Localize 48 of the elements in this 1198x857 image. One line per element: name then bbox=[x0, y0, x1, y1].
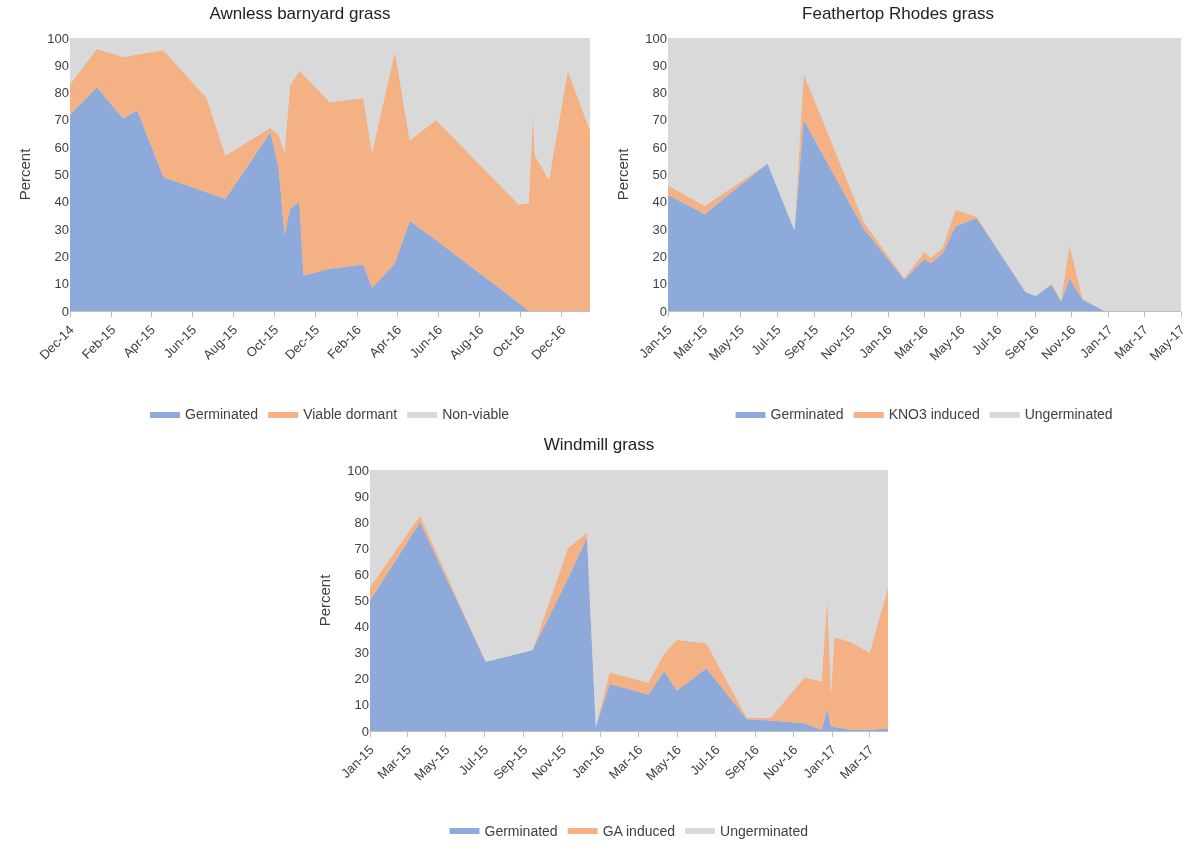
y-tick-label: 40 bbox=[354, 619, 369, 635]
legend-label: Germinated bbox=[185, 406, 259, 423]
y-tick-label: 50 bbox=[54, 167, 69, 183]
y-tick-label: 60 bbox=[354, 566, 369, 582]
y-tick-label: 80 bbox=[652, 85, 667, 101]
y-tick-label: 10 bbox=[652, 276, 667, 292]
y-tick-label: 80 bbox=[54, 85, 69, 101]
y-tick-label: 30 bbox=[354, 645, 369, 661]
y-axis-title: Percent bbox=[316, 573, 333, 627]
chart-title: Feathertop Rhodes grass bbox=[802, 3, 994, 23]
y-tick-label: 20 bbox=[54, 248, 69, 264]
legend-label: Non-viable bbox=[442, 406, 510, 423]
y-tick-label: 60 bbox=[54, 139, 69, 155]
y-tick-label: 80 bbox=[354, 514, 369, 530]
legend-label: Germinated bbox=[770, 406, 844, 423]
y-tick-label: 100 bbox=[47, 30, 69, 46]
y-tick-label: 100 bbox=[347, 462, 369, 478]
y-tick-label: 50 bbox=[354, 593, 369, 609]
y-tick-label: 70 bbox=[354, 540, 369, 556]
y-tick-label: 0 bbox=[361, 723, 369, 739]
y-tick-label: 20 bbox=[652, 248, 667, 264]
y-tick-label: 90 bbox=[54, 57, 69, 73]
y-axis-title: Percent bbox=[16, 147, 33, 201]
legend-label: KNO3 induced bbox=[888, 406, 980, 423]
y-tick-label: 40 bbox=[54, 194, 69, 210]
y-tick-label: 100 bbox=[645, 30, 667, 46]
legend-label: Viable dormant bbox=[303, 406, 398, 423]
y-tick-label: 90 bbox=[354, 488, 369, 504]
y-tick-label: 20 bbox=[354, 671, 369, 687]
y-tick-label: 30 bbox=[54, 221, 69, 237]
y-tick-label: 90 bbox=[652, 57, 667, 73]
y-tick-label: 70 bbox=[652, 112, 667, 128]
y-tick-label: 0 bbox=[61, 303, 69, 319]
y-tick-label: 70 bbox=[54, 112, 69, 128]
y-axis-title: Percent bbox=[614, 147, 631, 201]
legend-label: Ungerminated bbox=[720, 822, 808, 839]
y-tick-label: 10 bbox=[54, 276, 69, 292]
y-tick-label: 40 bbox=[652, 194, 667, 210]
y-tick-label: 0 bbox=[659, 303, 667, 319]
chart-title: Windmill grass bbox=[543, 435, 655, 455]
legend-label: GA induced bbox=[602, 822, 676, 839]
legend-label: Ungerminated bbox=[1024, 406, 1113, 423]
y-tick-label: 50 bbox=[652, 167, 667, 183]
legend-label: Germinated bbox=[484, 822, 558, 839]
y-tick-label: 60 bbox=[652, 139, 667, 155]
y-tick-label: 30 bbox=[652, 221, 667, 237]
y-tick-label: 10 bbox=[354, 697, 369, 713]
chart-title: Awnless barnyard grass bbox=[209, 3, 391, 23]
